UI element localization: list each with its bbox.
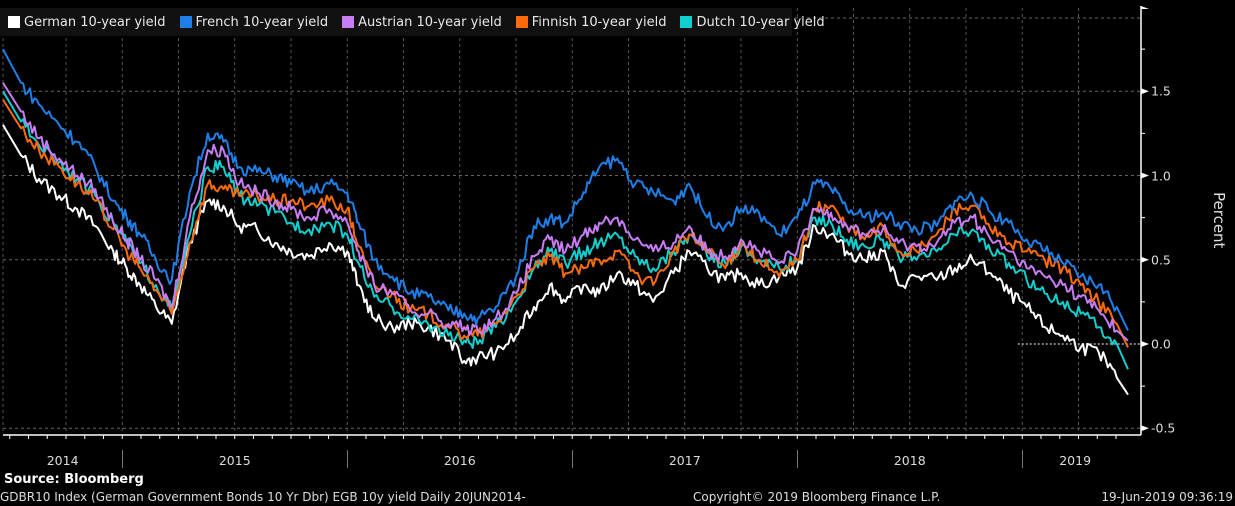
index-description: GDBR10 Index (German Government Bonds 10… [0,490,526,504]
x-tick-label-2018: 2018 [893,453,926,468]
timestamp: 19-Jun-2019 09:36:19 [1101,490,1233,504]
series-line-dutch [2,90,1129,370]
legend-swatch-german [8,16,20,28]
x-tick-label-2019: 2019 [1059,453,1092,468]
legend-item-finnish[interactable]: Finnish 10-year yield [515,14,667,30]
y-tick-label: 1.5 [1151,83,1171,99]
y-top-marker [1141,6,1149,9]
y-axis-title: Percent [1210,191,1228,249]
legend-item-dutch[interactable]: Dutch 10-year yield [680,14,825,30]
y-tick-marker [1141,172,1149,179]
y-tick-marker [1141,256,1149,263]
series-line-austrian [2,82,1129,342]
series-line-french [2,48,1129,331]
legend: German 10-year yield French 10-year yiel… [0,8,825,36]
legend-item-austrian[interactable]: Austrian 10-year yield [342,15,502,30]
y-tick-marker [1141,88,1149,95]
y-tick-label: 0.0 [1151,336,1171,352]
x-tick-label-2016: 2016 [443,453,476,468]
year-separator [1022,450,1024,468]
x-tick-label-2015: 2015 [218,453,251,468]
grid-lines [2,8,1141,434]
y-tick-label: -0.5 [1151,420,1176,436]
y-tick-marker [1141,425,1149,432]
year-separator [347,450,349,468]
legend-label-french: French 10-year yield [195,14,329,30]
legend-swatch-finnish [515,16,528,28]
legend-swatch-french [179,16,192,28]
legend-swatch-austrian [342,16,355,28]
legend-label-finnish: Finnish 10-year yield [531,14,667,30]
legend-swatch-dutch [680,16,693,28]
year-separator [572,450,574,468]
legend-label-german: German 10-year yield [24,14,166,30]
legend-item-french[interactable]: French 10-year yield [179,14,329,30]
copyright-notice: Copyright© 2019 Bloomberg Finance L.P. [693,490,941,504]
x-tick-label-2017: 2017 [668,453,701,468]
year-separator [797,450,799,468]
source-label: Source: Bloomberg [4,472,144,487]
axes [3,6,1149,439]
y-tick-marker [1141,341,1149,347]
y-tick-label: 1.0 [1151,168,1171,183]
legend-item-german[interactable]: German 10-year yield [8,15,166,30]
series-line-finnish [2,99,1129,348]
x-tick-label-2014: 2014 [46,453,79,468]
y-tick-label: 0.5 [1151,252,1171,268]
year-separator [122,450,124,468]
legend-label-austrian: Austrian 10-year yield [358,14,502,30]
legend-label-dutch: Dutch 10-year yield [696,14,825,30]
series-lines [2,48,1129,396]
